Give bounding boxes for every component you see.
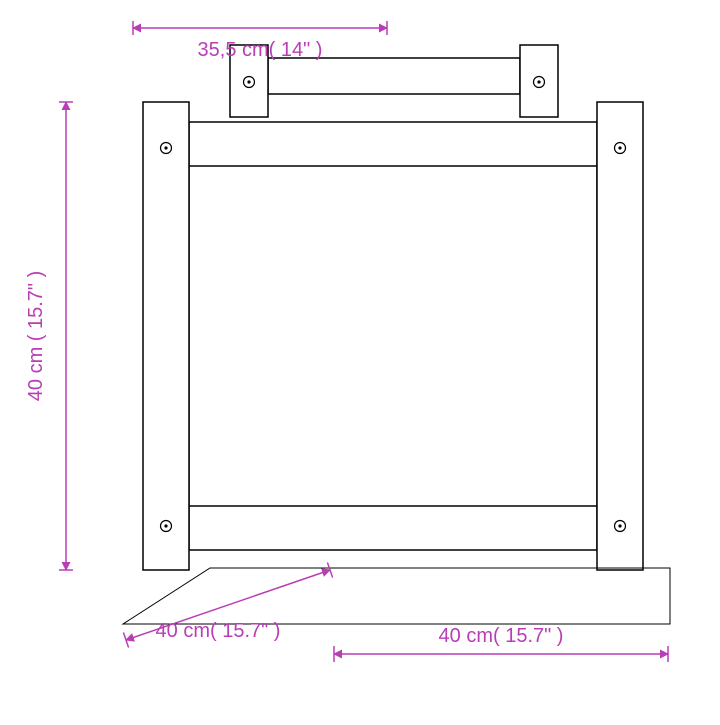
dimension-diagram: 35,5 cm( 14" ) 40 cm ( 15.7" ) 40 cm( 15.7… — [0, 0, 720, 720]
dim-top-label: 35,5 cm( 14" ) — [198, 39, 323, 61]
dim-height-label: 40 cm ( 15.7" ) — [25, 271, 47, 401]
dim-width-label: 40 cm( 15.7" ) — [439, 625, 564, 647]
dim-depth-label: 40 cm( 15.7" ) — [156, 620, 281, 642]
